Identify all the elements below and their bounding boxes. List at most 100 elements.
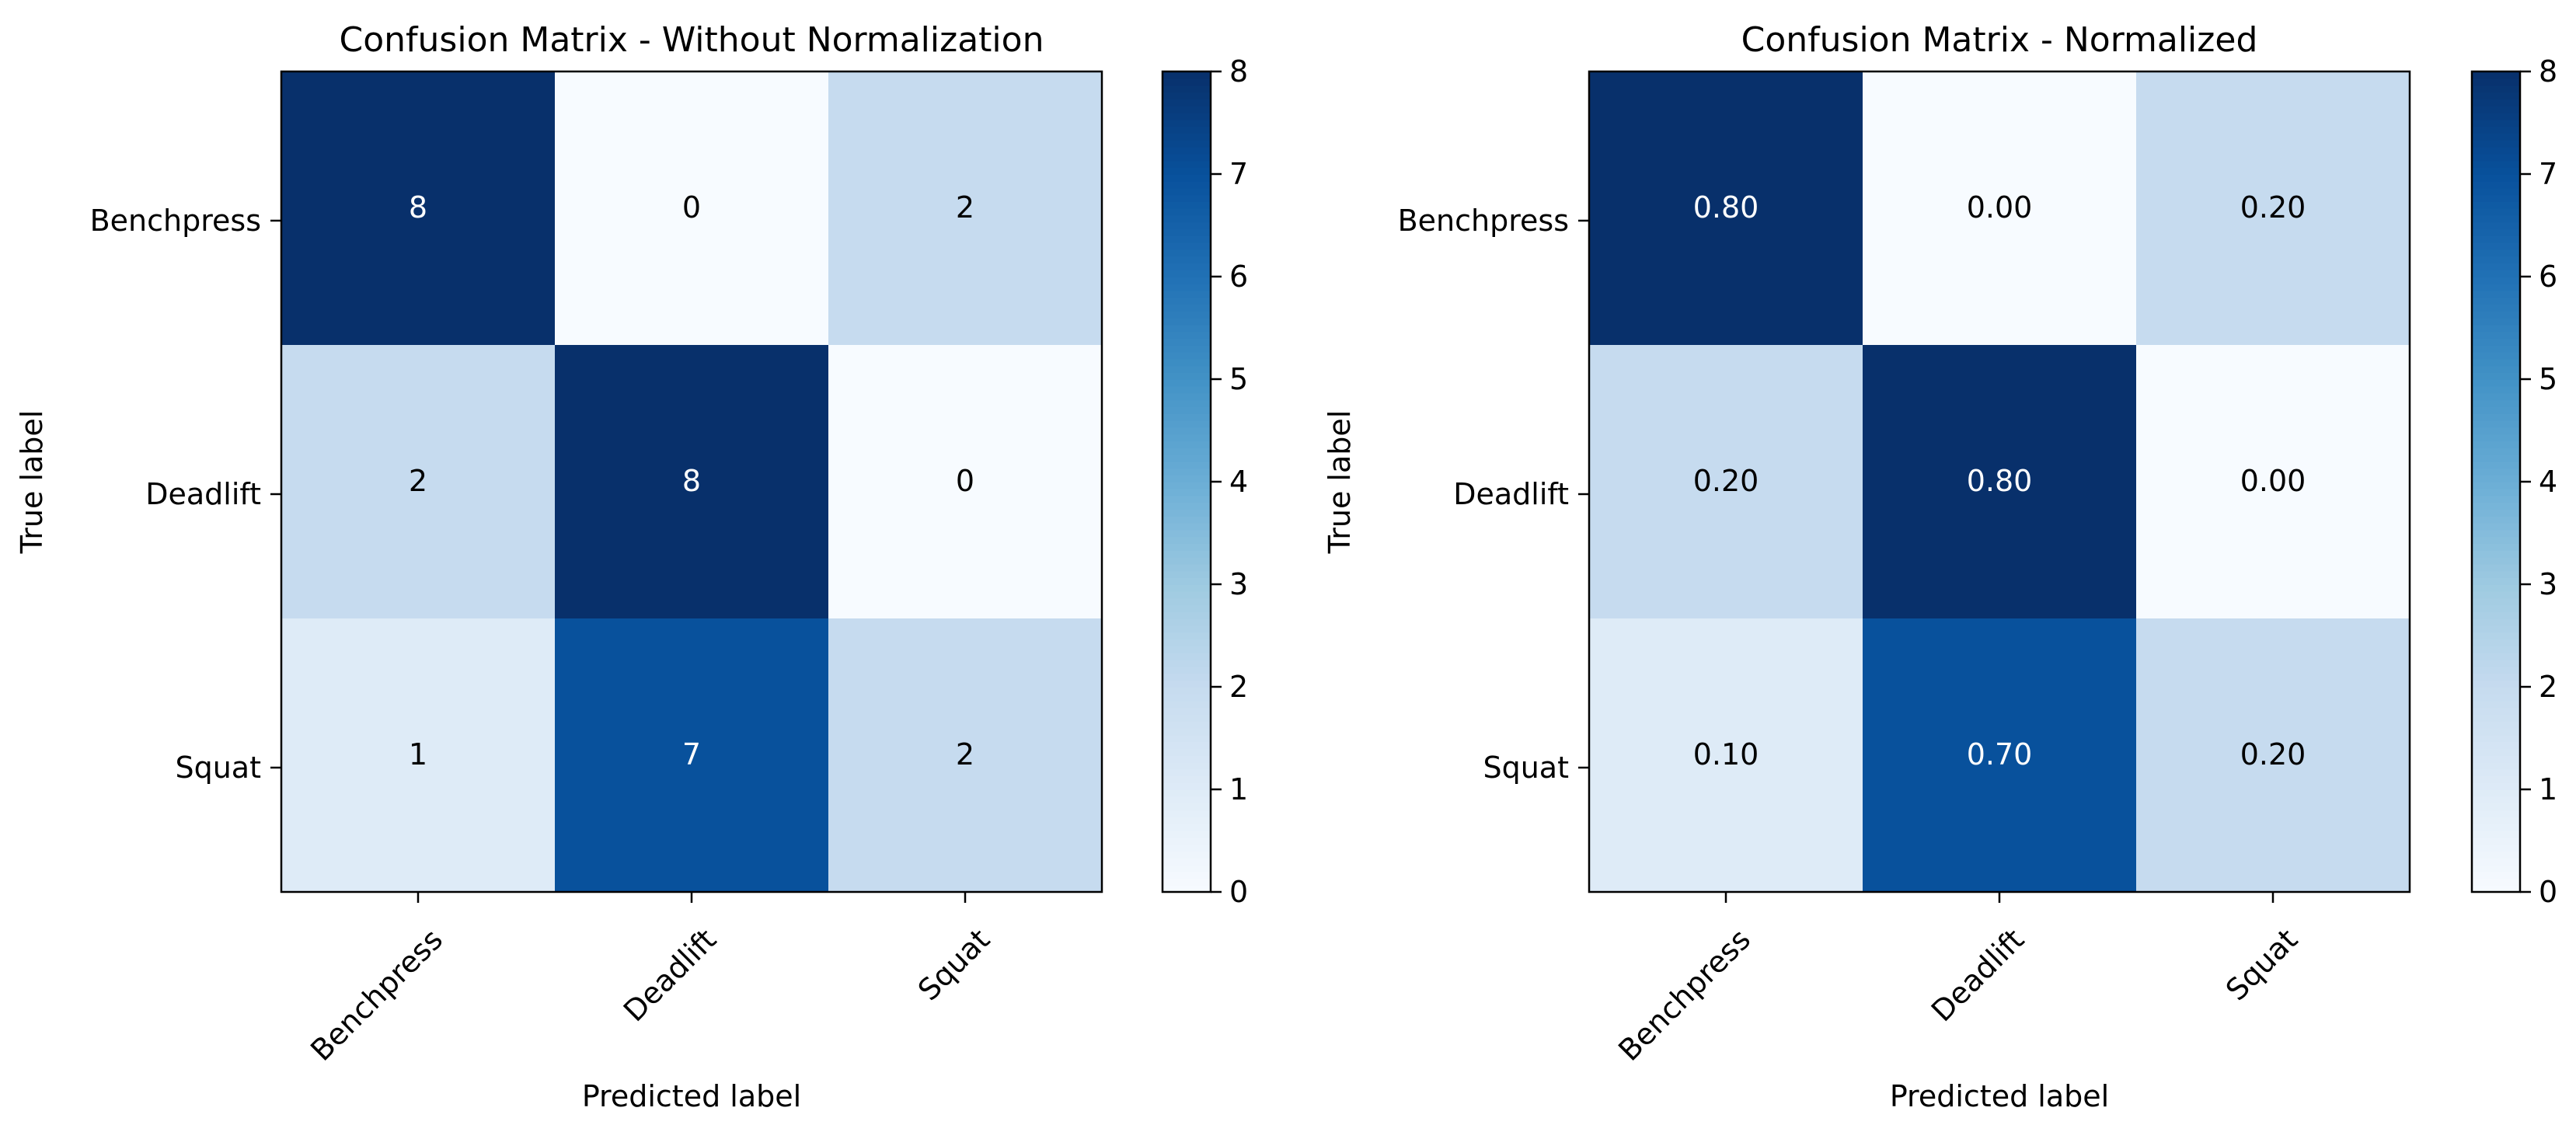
- colorbar-tick-label: 4: [2539, 465, 2557, 499]
- colorbar-strip: [2472, 277, 2520, 284]
- colorbar-strip: [1163, 119, 1211, 127]
- colorbar-strip: [2472, 584, 2520, 592]
- colorbar-tick-label: 5: [2539, 362, 2557, 396]
- colorbar-strip: [1163, 577, 1211, 585]
- colorbar-strip: [1163, 399, 1211, 407]
- colorbar-strip: [2472, 734, 2520, 743]
- colorbar-strip: [2472, 618, 2520, 626]
- colorbar-strip: [2472, 126, 2520, 134]
- cell-value-label: 0.80: [1967, 464, 2033, 498]
- colorbar-strip: [2472, 454, 2520, 462]
- colorbar-strip: [2472, 782, 2520, 790]
- colorbar-strip: [1163, 235, 1211, 243]
- colorbar-strip: [2472, 283, 2520, 291]
- colorbar-strip: [2472, 748, 2520, 756]
- colorbar-strip: [2472, 604, 2520, 612]
- colorbar-strip: [1163, 413, 1211, 421]
- colorbar-strip: [1163, 584, 1211, 592]
- colorbar-strip: [1163, 365, 1211, 373]
- colorbar-strip: [2472, 482, 2520, 489]
- colorbar-strip: [1163, 112, 1211, 120]
- cell-value-label: 7: [682, 737, 701, 772]
- colorbar-strip: [1163, 864, 1211, 873]
- colorbar-strip: [2472, 666, 2520, 674]
- colorbar-strip: [1163, 556, 1211, 565]
- colorbar-strip: [2472, 761, 2520, 770]
- colorbar-strip: [1163, 590, 1211, 599]
- x-tick-label: Deadlift: [617, 922, 723, 1028]
- colorbar-strip: [2472, 550, 2520, 558]
- colorbar-strip: [2472, 379, 2520, 387]
- y-tick-label: Squat: [1483, 751, 1569, 785]
- colorbar-strip: [2472, 194, 2520, 202]
- colorbar-strip: [2472, 817, 2520, 824]
- colorbar-strip: [1163, 803, 1211, 811]
- heatmap-cell: [2136, 71, 2410, 346]
- colorbar-strip: [1163, 71, 1211, 79]
- cell-value-label: 2: [956, 190, 974, 225]
- y-tick-label: Deadlift: [1453, 477, 1569, 511]
- colorbar-strip: [1163, 454, 1211, 462]
- colorbar-strip: [1163, 434, 1211, 441]
- colorbar-strip: [1163, 475, 1211, 482]
- colorbar-strip: [2472, 392, 2520, 401]
- colorbar-strip: [1163, 789, 1211, 797]
- cell-value-label: 0.00: [2240, 464, 2306, 498]
- heatmap-cell: [555, 345, 829, 619]
- colorbar-strip: [1163, 817, 1211, 824]
- colorbar-strip: [1163, 632, 1211, 640]
- colorbar-strip: [2472, 721, 2520, 729]
- heatmap-cell: [828, 71, 1103, 346]
- colorbar-strip: [1163, 338, 1211, 346]
- y-axis-label: True label: [1323, 410, 1357, 555]
- colorbar-strip: [1163, 878, 1211, 886]
- cell-value-label: 0.70: [1967, 737, 2033, 772]
- colorbar-strip: [2472, 427, 2520, 435]
- colorbar-strip: [1163, 345, 1211, 353]
- colorbar-strip: [1163, 277, 1211, 284]
- colorbar-tick-label: 4: [1229, 465, 1248, 499]
- x-axis-label: Predicted label: [582, 1079, 801, 1113]
- colorbar-strip: [1163, 509, 1211, 517]
- colorbar-strip: [2472, 290, 2520, 298]
- colorbar-strip: [2472, 406, 2520, 414]
- heatmap-cell: [2136, 618, 2410, 893]
- colorbar-strip: [1163, 85, 1211, 93]
- colorbar-strip: [2472, 727, 2520, 736]
- colorbar-strip: [1163, 221, 1211, 230]
- colorbar-strip: [1163, 317, 1211, 326]
- colorbar-tick-label: 8: [1229, 54, 1248, 89]
- colorbar-strip: [1163, 653, 1211, 660]
- colorbar-strip: [1163, 214, 1211, 223]
- colorbar-strip: [1163, 851, 1211, 859]
- heatmap-cell: [281, 345, 556, 619]
- y-axis-label: True label: [15, 410, 49, 555]
- heatmap-cell: [281, 71, 556, 346]
- colorbar-strip: [2472, 413, 2520, 421]
- colorbar-strip: [1163, 734, 1211, 743]
- colorbar-strip: [1163, 488, 1211, 496]
- heatmap-cell: [281, 618, 556, 893]
- colorbar-strip: [1163, 782, 1211, 790]
- x-axis-label: Predicted label: [1890, 1079, 2109, 1113]
- colorbar-strip: [2472, 385, 2520, 394]
- colorbar-strip: [2472, 687, 2520, 695]
- y-tick-label: Benchpress: [1398, 204, 1569, 238]
- colorbar-strip: [1163, 611, 1211, 619]
- cell-value-label: 0.20: [2240, 737, 2306, 772]
- colorbar-strip: [1163, 687, 1211, 695]
- cell-value-label: 8: [682, 464, 701, 498]
- colorbar-strip: [2472, 563, 2520, 572]
- colorbar-strip: [1163, 228, 1211, 236]
- colorbar-strip: [1163, 174, 1211, 182]
- cell-value-label: 0: [956, 464, 974, 498]
- colorbar-tick-label: 3: [1229, 567, 1248, 601]
- colorbar-strip: [2472, 187, 2520, 196]
- confusion-matrix-panel-2: Confusion Matrix - Normalized 0.80 0.00 0.2…: [1323, 20, 2557, 1113]
- colorbar-strip: [2472, 851, 2520, 859]
- colorbar-tick-label: 5: [1229, 362, 1248, 396]
- y-tick-label: Squat: [175, 751, 261, 785]
- colorbar-strip: [2472, 509, 2520, 517]
- colorbar-strip: [2472, 78, 2520, 86]
- colorbar-strip: [2472, 448, 2520, 455]
